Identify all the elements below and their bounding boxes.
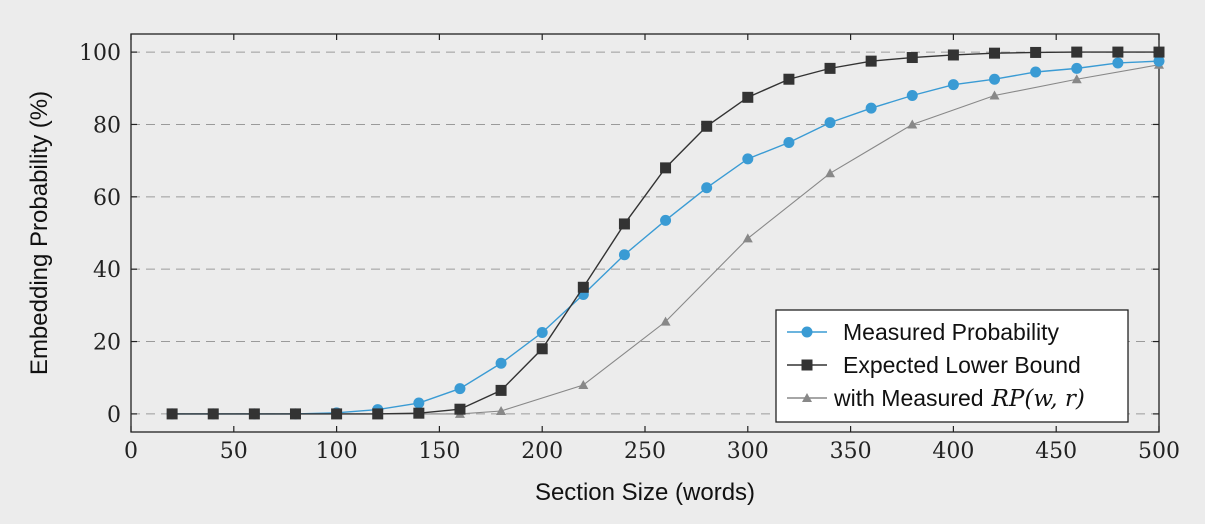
x-tick-label: 0 <box>124 439 138 464</box>
x-tick-label: 400 <box>932 439 974 464</box>
y-tick-label: 80 <box>93 113 121 138</box>
legend-label-text: Measured Probability <box>843 319 1060 345</box>
data-point-square <box>454 403 466 415</box>
data-point-square <box>906 52 918 64</box>
legend-marker-triangle <box>802 393 812 402</box>
data-point-square <box>989 47 1001 59</box>
data-point-square <box>289 408 301 420</box>
series-circle <box>166 55 1165 420</box>
data-point-square <box>495 384 507 396</box>
data-point-circle <box>660 214 672 226</box>
data-point-circle <box>413 397 425 409</box>
data-point-square <box>1071 46 1083 58</box>
data-point-triangle <box>660 316 671 326</box>
legend-label: with Measured RP(w, r) <box>833 385 1085 412</box>
x-tick-label: 350 <box>830 439 872 464</box>
series-square <box>166 46 1165 420</box>
y-tick-label: 40 <box>93 258 121 283</box>
data-point-square <box>413 407 425 419</box>
legend-label: Expected Lower Bound <box>843 352 1081 378</box>
legend-entry: Expected Lower Bound <box>787 352 1081 378</box>
data-point-circle <box>454 383 466 395</box>
data-point-circle <box>865 102 877 114</box>
y-tick-label: 60 <box>93 186 121 211</box>
axis-ticks: 0 20 40 60 80 100 0 50 100 150 200 250 300 350 400 450 5… <box>79 34 1180 464</box>
legend-label-math: RP(w, r) <box>991 386 1085 412</box>
x-tick-label: 250 <box>624 439 666 464</box>
legend: Measured Probability Expected Lower Bound… <box>775 309 1129 423</box>
data-point-triangle <box>1071 74 1082 84</box>
x-tick-label: 50 <box>220 439 248 464</box>
x-tick-label: 100 <box>316 439 358 464</box>
data-point-square <box>372 408 384 420</box>
legend-marker-circle <box>801 326 813 338</box>
legend-box <box>775 309 1129 423</box>
data-point-circle <box>742 153 754 165</box>
legend-label-text: with Measured <box>833 385 984 411</box>
data-point-triangle <box>496 406 507 416</box>
data-point-square <box>331 408 343 420</box>
data-point-square <box>1112 46 1124 58</box>
data-point-circle <box>1153 55 1165 67</box>
data-point-square <box>207 408 219 420</box>
y-axis-title: Embedding Probability (%) <box>26 91 53 375</box>
data-point-triangle <box>825 168 836 178</box>
data-point-square <box>783 73 795 85</box>
data-point-circle <box>536 327 548 338</box>
data-point-circle <box>989 73 1001 85</box>
data-point-triangle <box>989 90 1000 100</box>
data-point-triangle <box>742 233 753 243</box>
data-point-circle <box>824 117 836 129</box>
x-tick-label: 200 <box>521 439 563 464</box>
x-tick-label: 450 <box>1035 439 1077 464</box>
data-point-circle <box>618 249 630 261</box>
data-point-circle <box>1030 66 1042 78</box>
data-point-circle <box>1112 57 1124 69</box>
series-layer <box>166 46 1165 420</box>
data-point-circle <box>495 357 507 369</box>
data-point-circle <box>947 79 959 91</box>
legend-marker-square <box>801 359 813 371</box>
data-point-square <box>536 343 548 355</box>
data-point-square <box>660 162 672 174</box>
legend-entry: Measured Probability <box>787 319 1060 345</box>
data-point-circle <box>906 90 918 102</box>
y-tick-label: 20 <box>93 331 121 356</box>
data-point-square <box>248 408 260 420</box>
data-point-triangle <box>907 119 918 129</box>
data-point-circle <box>701 182 713 194</box>
x-axis-title: Section Size (words) <box>535 479 755 506</box>
data-point-circle <box>1071 62 1083 74</box>
legend-entry: with Measured RP(w, r) <box>787 385 1085 412</box>
legend-label-text: Expected Lower Bound <box>843 352 1081 378</box>
data-point-square <box>824 62 836 74</box>
data-point-square <box>577 281 589 293</box>
data-point-square <box>618 218 630 230</box>
data-point-square <box>742 91 754 103</box>
data-point-triangle <box>578 379 589 389</box>
y-tick-label: 100 <box>79 41 121 66</box>
data-point-square <box>947 49 959 61</box>
x-tick-label: 300 <box>727 439 769 464</box>
data-point-square <box>701 120 713 132</box>
data-point-circle <box>783 137 795 149</box>
data-point-square <box>1030 46 1042 58</box>
data-point-square <box>865 55 877 67</box>
y-tick-label: 0 <box>107 403 121 428</box>
data-point-square <box>166 408 178 420</box>
x-tick-label: 150 <box>418 439 460 464</box>
data-point-square <box>1153 46 1165 58</box>
x-tick-label: 500 <box>1138 439 1180 464</box>
legend-label: Measured Probability <box>843 319 1060 345</box>
